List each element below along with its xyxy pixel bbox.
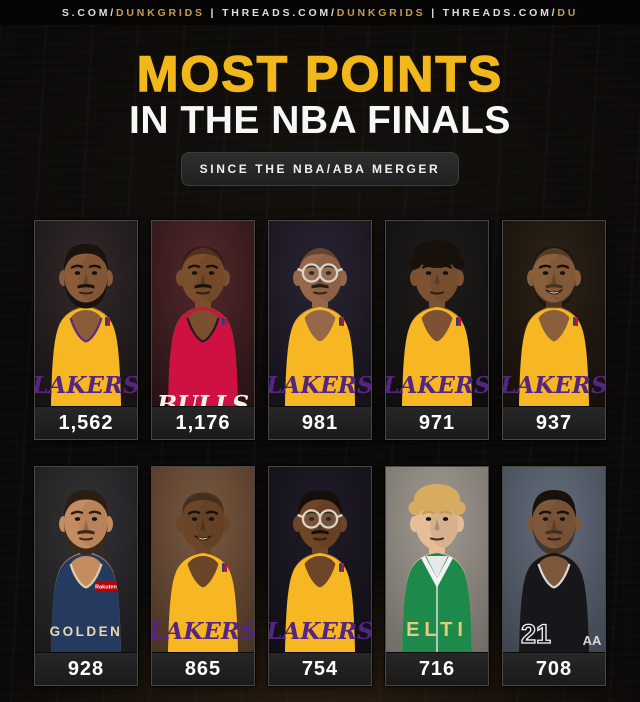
card-larry-bird: ELTI 716: [385, 466, 489, 686]
marquee-segment: THREADS.COM/: [442, 6, 558, 19]
svg-text:AA: AA: [583, 633, 602, 648]
header: MOST POINTS IN THE NBA FINALS SINCE THE …: [0, 46, 640, 186]
player-portrait: LAKERS: [503, 221, 605, 406]
subtitle-badge: SINCE THE NBA/ABA MERGER: [180, 152, 460, 186]
player-portrait: LAKERS: [269, 221, 371, 406]
card-stephen-curry: Rakuten GOLDEN 928: [34, 466, 138, 686]
photo-kareem-abdul-jabbar: LAKERS: [269, 221, 371, 406]
card-kareem-abdul-jabbar: LAKERS 981: [268, 220, 372, 440]
badge-row: SINCE THE NBA/ABA MERGER: [0, 152, 640, 186]
points-value: 716: [386, 652, 488, 685]
points-value: 865: [152, 652, 254, 685]
photo-kobe-bryant: LAKERS: [503, 221, 605, 406]
marquee-segment: |: [425, 6, 443, 19]
card-shaquille-oneal: LAKERS 865: [151, 466, 255, 686]
player-portrait: 21 AA: [503, 467, 605, 652]
player-portrait: ELTI: [386, 467, 488, 652]
player-portrait: Rakuten GOLDEN: [35, 467, 137, 652]
points-value: 937: [503, 406, 605, 439]
page-title: MOST POINTS: [136, 46, 504, 102]
card-lebron-james: LAKERS 1,562: [34, 220, 138, 440]
player-portrait: BULLS: [152, 221, 254, 406]
player-portrait: LAKERS: [386, 221, 488, 406]
card-tim-duncan: 21 AA 708: [502, 466, 606, 686]
points-value: 971: [386, 406, 488, 439]
photo-larry-bird: ELTI: [386, 467, 488, 652]
points-value: 981: [269, 406, 371, 439]
marquee-segment: THREADS.COM/: [222, 6, 337, 19]
top-marquee: S.COM/DUNKGRIDS | THREADS.COM/DUNKGRIDS …: [0, 0, 640, 25]
photo-stephen-curry: Rakuten GOLDEN: [35, 467, 137, 652]
svg-text:GOLDEN: GOLDEN: [50, 624, 123, 639]
svg-text:21: 21: [521, 619, 551, 649]
points-value: 754: [269, 652, 371, 685]
player-portrait: LAKERS: [152, 467, 254, 652]
photo-shaquille-oneal: LAKERS: [152, 467, 254, 652]
points-value: 708: [503, 652, 605, 685]
svg-text:LAKERS: LAKERS: [503, 372, 605, 399]
marquee-brand-segment: DUNKGRIDS: [336, 6, 426, 19]
svg-text:ELTI: ELTI: [406, 619, 468, 641]
svg-text:BULLS: BULLS: [156, 390, 249, 406]
photo-tim-duncan: 21 AA: [503, 467, 605, 652]
photo-magic-johnson: LAKERS: [386, 221, 488, 406]
player-portrait: LAKERS: [269, 467, 371, 652]
card-kobe-bryant: LAKERS 937: [502, 220, 606, 440]
points-value: 1,562: [35, 406, 137, 439]
card-james-worthy: LAKERS 754: [268, 466, 372, 686]
marquee-brand-segment: DUNKGRIDS: [116, 6, 205, 19]
marquee-segment: S.COM/: [61, 6, 117, 19]
marquee-brand-segment: DU: [557, 6, 579, 19]
photo-lebron-james: LAKERS: [35, 221, 137, 406]
photo-michael-jordan: BULLS: [152, 221, 254, 406]
points-value: 1,176: [152, 406, 254, 439]
player-portrait: LAKERS: [35, 221, 137, 406]
cards-grid: LAKERS 1,562 BULLS 1,176 LAKERS 981 LAKE…: [34, 220, 606, 686]
points-value: 928: [35, 652, 137, 685]
marquee-text: S.COM/DUNKGRIDS | THREADS.COM/DUNKGRIDS …: [62, 7, 578, 19]
page-subtitle: IN THE NBA FINALS: [129, 99, 511, 142]
photo-james-worthy: LAKERS: [269, 467, 371, 652]
card-michael-jordan: BULLS 1,176: [151, 220, 255, 440]
svg-text:LAKERS: LAKERS: [152, 618, 254, 645]
svg-text:LAKERS: LAKERS: [35, 372, 137, 399]
svg-text:LAKERS: LAKERS: [269, 618, 371, 645]
svg-text:LAKERS: LAKERS: [386, 372, 488, 399]
marquee-segment: |: [204, 6, 222, 19]
svg-text:LAKERS: LAKERS: [269, 372, 371, 399]
svg-text:Rakuten: Rakuten: [95, 585, 117, 591]
card-magic-johnson: LAKERS 971: [385, 220, 489, 440]
